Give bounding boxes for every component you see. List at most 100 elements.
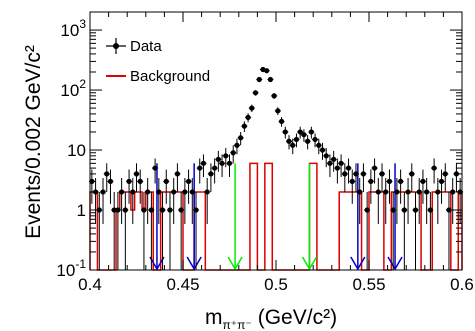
data-point [416, 189, 422, 195]
background-histogram-line [89, 162, 463, 271]
cut-arrow-head [301, 256, 318, 271]
y-tick-label: 102 [60, 77, 86, 100]
data-point [420, 178, 426, 184]
data-point [104, 171, 110, 177]
data-point [241, 123, 247, 129]
data-point [398, 178, 404, 184]
legend-data-marker [113, 43, 119, 49]
data-point [163, 178, 169, 184]
data-point [264, 68, 270, 74]
data-point [301, 132, 307, 138]
data-point [197, 165, 203, 171]
data-point [148, 207, 154, 213]
data-point [364, 207, 370, 213]
data-point [379, 171, 385, 177]
data-point [371, 165, 378, 171]
legend: Data Background [106, 38, 210, 85]
data-point [353, 171, 359, 177]
x-tick-label: 0.45 [166, 275, 199, 294]
x-tick-label: 0.6 [450, 275, 474, 294]
data-point [185, 178, 192, 184]
x-axis-title-unit: (GeV/c²) [258, 306, 337, 329]
x-tick-label: 0.55 [352, 275, 385, 294]
data-point [305, 138, 311, 144]
data-point [342, 171, 348, 177]
x-axis-title-main: m [205, 306, 223, 329]
data-point [319, 147, 326, 153]
data-point [424, 189, 430, 195]
data-point [431, 165, 437, 171]
y-tick-label: 10 [67, 141, 86, 160]
data-point [360, 171, 367, 177]
data-point [100, 189, 106, 195]
x-axis-title: mπ⁺π⁻ (GeV/c²) [205, 306, 337, 331]
data-point [338, 160, 344, 166]
data-point [308, 129, 314, 135]
data-point [156, 189, 162, 195]
data-point [226, 160, 233, 166]
data-point [212, 165, 218, 171]
data-point [119, 189, 125, 195]
legend-background-label: Background [130, 68, 210, 85]
data-point [427, 207, 433, 213]
x-axis-title-subscript: π⁺π⁻ [223, 318, 252, 331]
data-point [334, 165, 340, 171]
background-histogram [89, 162, 463, 271]
data-point [438, 178, 445, 184]
x-tick-label: 0.5 [264, 275, 288, 294]
data-point [394, 189, 400, 195]
data-point [122, 207, 128, 213]
data-point [409, 171, 415, 177]
data-point [107, 178, 114, 184]
data-point [390, 207, 396, 213]
data-point [245, 114, 251, 120]
x-tick-labels: 0.4 0.45 0.5 0.55 0.6 [78, 275, 474, 294]
y-tick-label: 1 [77, 201, 86, 220]
data-point [111, 207, 117, 213]
data-point [282, 129, 288, 135]
data-point [286, 138, 292, 144]
data-point [412, 207, 419, 213]
data-point [267, 76, 274, 83]
data-point [204, 189, 210, 195]
data-point [208, 171, 214, 177]
data-point [230, 150, 236, 156]
data-point [275, 108, 281, 114]
data-point [189, 189, 195, 195]
data-point [249, 105, 255, 111]
data-point [141, 207, 147, 213]
data-point [375, 189, 381, 195]
data-point [115, 207, 121, 213]
data-point [331, 156, 337, 162]
data-point [133, 171, 140, 177]
data-point [357, 189, 363, 195]
cut-arrow-head [186, 256, 202, 271]
cut-arrow-head [149, 256, 165, 271]
data-point [159, 207, 166, 213]
cut-arrow-head [387, 256, 403, 271]
data-point [383, 189, 389, 195]
data-point [234, 142, 240, 148]
data-point [386, 178, 393, 184]
data-point [293, 136, 300, 143]
data-point [152, 165, 158, 171]
data-point [238, 135, 244, 141]
y-tick-labels: 10-1 1 10 102 103 [56, 17, 86, 280]
data-point [215, 156, 221, 162]
data-point [312, 136, 318, 143]
data-point [327, 160, 333, 166]
data-point [278, 118, 285, 125]
data-point [446, 207, 452, 213]
data-point [252, 90, 259, 96]
data-point [349, 178, 355, 184]
data-point [405, 189, 411, 195]
cut-arrow-head [350, 256, 366, 271]
data-point [316, 142, 322, 148]
cut-arrows [149, 163, 403, 271]
data-point [126, 178, 132, 184]
data-point [368, 178, 374, 184]
data-point [290, 142, 296, 148]
cut-arrow-head [227, 256, 243, 271]
data-point [137, 178, 143, 184]
